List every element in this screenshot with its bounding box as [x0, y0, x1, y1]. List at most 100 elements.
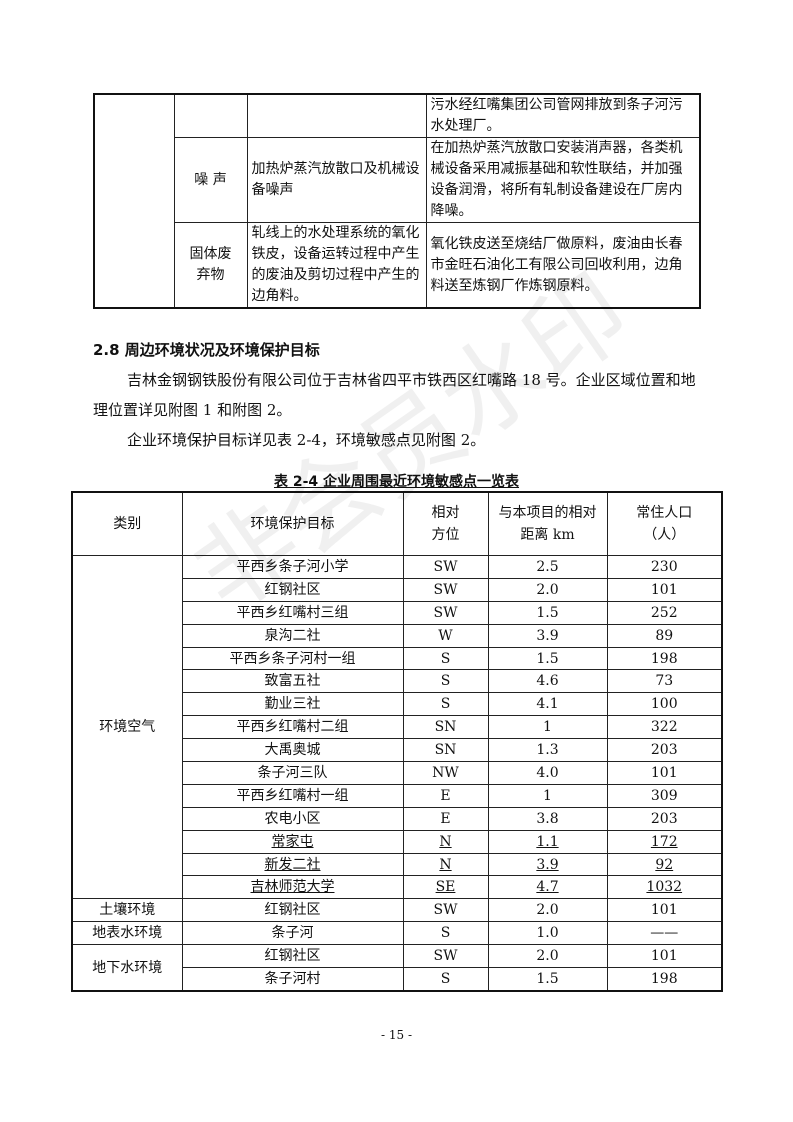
cell-text: 101 [650, 948, 678, 965]
table-cell: E [402, 783, 489, 808]
table-cell: SE [402, 875, 489, 900]
cell-text: SW [433, 558, 458, 575]
table-cell: 4.1 [487, 692, 608, 717]
cell-text: 100 [650, 696, 678, 713]
table-cell: SW [402, 898, 489, 923]
table-cell: 101 [606, 944, 723, 969]
cell-text: S [440, 970, 451, 987]
cell-text: S [440, 673, 451, 690]
paragraph: 吉林金钢钢铁股份有限公司位于吉林省四平市铁西区红嘴路 18 号。企业区域位置和地… [93, 371, 696, 419]
table-cell: 203 [606, 738, 723, 763]
cell-text: SE [435, 879, 456, 896]
table-cell: 101 [606, 898, 723, 923]
cell-text: 条子河三队 [257, 764, 328, 781]
cell-text: 1.0 [536, 925, 559, 942]
table-cell [93, 93, 175, 309]
cell-text: S [440, 696, 451, 713]
table-cell: 4.6 [487, 669, 608, 694]
cell-text: 172 [650, 833, 678, 850]
table-row: 泉沟二社 W 3.9 89 [72, 623, 723, 648]
cell-text: SN [434, 719, 457, 736]
table-row: 条子河三队 NW 4.0 101 [72, 761, 723, 785]
table-cell: 1.3 [487, 738, 608, 763]
sensitive-points-table: 类别 环境保护目标 相对方位 与本项目的相对距离 km 常住人口（人） 环境空气… [71, 491, 723, 992]
table-cell [246, 93, 427, 138]
cell-text: E [440, 787, 451, 804]
table-cell: 致富五社 [181, 669, 404, 694]
table-cell: S [402, 646, 489, 671]
table-cell: SW [402, 577, 489, 602]
cell-text: W [438, 627, 453, 644]
cell-text: 73 [655, 673, 674, 690]
cell-text: 泉沟二社 [264, 627, 321, 644]
table-cell: 平西乡红嘴村二组 [181, 715, 404, 740]
table-cell: 203 [606, 806, 723, 831]
cell-text: 红钢社区 [264, 581, 321, 598]
table-cell: S [402, 967, 489, 992]
cell-text: S [440, 650, 451, 667]
table-cell: E [402, 806, 489, 831]
cell-text: 2.0 [536, 581, 559, 598]
table-header-row: 类别 环境保护目标 相对方位 与本项目的相对距离 km 常住人口（人） [71, 491, 723, 556]
cell-text: —— [650, 925, 679, 942]
table-cell: 100 [606, 692, 723, 717]
table-caption: 表 2-4 企业周围最近环境敏感点一览表 [273, 474, 520, 490]
table-row: 条子河村 S 1.5 198 [72, 967, 723, 992]
table-cell: 泉沟二社 [181, 623, 404, 648]
table-cell: 1.0 [487, 921, 608, 946]
category-cell: 环境空气 [71, 554, 183, 900]
table-cell: 73 [606, 669, 723, 694]
table-cell: SN [402, 715, 489, 740]
table-row: 平西乡红嘴村三组 SW 1.5 252 [72, 600, 723, 625]
table-cell: 2.0 [487, 898, 608, 923]
cell-text: 条子河 [271, 925, 314, 942]
cell-text: E [440, 810, 451, 827]
cell-text: 3.8 [536, 810, 559, 827]
table-cell: 红钢社区 [181, 944, 404, 969]
table-cell: 红钢社区 [181, 577, 404, 602]
cell-text: 1.1 [536, 833, 559, 850]
table-cell: 新发二社 [181, 852, 404, 877]
category-cell: 地下水环境 [71, 944, 183, 992]
table-cell: 1.5 [487, 967, 608, 992]
table-cell: 1032 [606, 875, 723, 900]
cell-text: 勤业三社 [264, 696, 321, 713]
cell-text: 2.0 [536, 948, 559, 965]
cell-text: 致富五社 [264, 673, 321, 690]
table-cell: 89 [606, 623, 723, 648]
table-cell: 3.8 [487, 806, 608, 831]
section-heading: 2.8 周边环境状况及环境保护目标 [93, 341, 320, 359]
cell-text: SW [433, 948, 458, 965]
table-cell: 3.9 [487, 623, 608, 648]
table-cell: 4.7 [487, 875, 608, 900]
cell-text: 大禹奥城 [264, 742, 321, 759]
table-cell: 101 [606, 577, 723, 602]
table-cell: 172 [606, 829, 723, 854]
cell-text: 条子河村 [264, 970, 321, 987]
table-cell: 2.0 [487, 577, 608, 602]
table-row: 环境空气 平西乡条子河小学 SW 2.5 230 [71, 554, 723, 900]
table-cell: 条子河 [181, 921, 404, 946]
cell-text: 平西乡条子河小学 [236, 558, 349, 575]
cell-text: 309 [650, 787, 678, 804]
table-row: 噪 声加热炉蒸汽放散口及机械设备噪声 在加热炉蒸汽放散口安装消声器，各类机械设备采… [94, 137, 701, 223]
cell-text: 1.5 [536, 650, 559, 667]
cell-text: 1.3 [536, 742, 559, 759]
cell-text: 1.5 [536, 970, 559, 987]
cell-text: 3.9 [536, 627, 559, 644]
table-cell: 常家屯 [181, 829, 404, 854]
cell-text: SN [434, 742, 457, 759]
table-cell: N [402, 829, 489, 854]
table-row: 地下水环境 红钢社区 SW 2.0 101 [71, 944, 723, 992]
table-cell: 1.5 [487, 646, 608, 671]
cell-text: 2.5 [536, 558, 559, 575]
table-cell: 条子河三队 [181, 761, 404, 785]
table-cell: 198 [606, 967, 723, 992]
table-cell: 平西乡条子河村一组 [181, 646, 404, 671]
table-cell: 在加热炉蒸汽放散口安装消声器，各类机械设备采用减振基础和软性联结，并加强设备润滑… [425, 137, 701, 223]
cell-text: 2.0 [536, 902, 559, 919]
cell-text: 4.1 [536, 696, 559, 713]
category-cell: 土壤环境 [71, 898, 183, 923]
table-cell: 红钢社区 [181, 898, 404, 923]
cell-text: 203 [650, 742, 678, 759]
